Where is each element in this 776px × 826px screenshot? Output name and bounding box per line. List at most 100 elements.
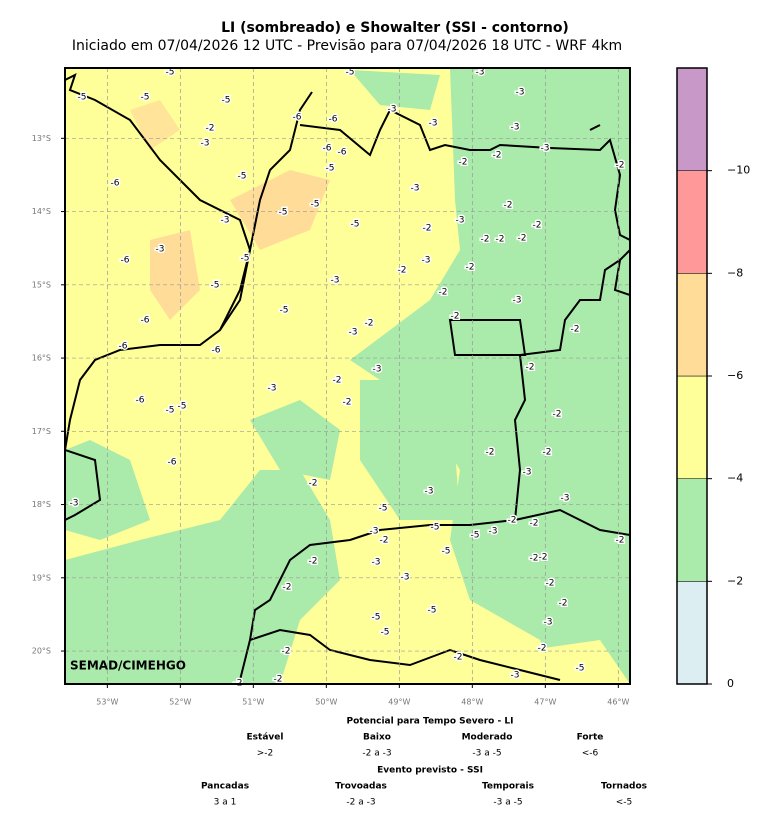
contour-label: -2 [439,288,448,298]
contour-label: -2 [274,675,283,685]
contour-label: -2 [309,557,318,567]
contour-label: -2 [533,221,542,231]
contour-label: -6 [121,256,130,266]
contour-label: -6 [119,342,128,352]
contour-label: -2 [309,479,318,489]
colorbar-segment [676,170,708,274]
contour-label: -3 [411,184,420,194]
contour-label: -2 [546,579,555,589]
contour-label: -3 [370,527,379,537]
contour-label: -6 [141,316,150,326]
map-frame [64,67,631,685]
contour-label: -2 [380,536,389,546]
contour-label: -5 [279,208,288,218]
contour-label: -2 [459,158,468,168]
contour-label: -6 [323,144,332,154]
contour-label: -3 [422,256,431,266]
contour-label: -2 [559,599,568,609]
contour-label: -5 [576,664,585,674]
colorbar-tick-label: 0 [727,677,734,690]
contour-label: -2 [530,519,539,529]
y-tick-label: 19°S [32,573,51,582]
contour-label: -5 [241,254,250,264]
contour-label: -3 [516,88,525,98]
li-range: -3 a -5 [472,749,501,759]
contour-label: -5 [431,523,440,533]
contour-label: -2 [526,363,535,373]
li-name: Estável [247,733,284,743]
contour-label: -3 [489,527,498,537]
subtitle: Iniciado em 07/04/2026 12 UTC - Previsão… [72,38,622,54]
contour-label: -2 [518,234,527,244]
contour-label: -6 [168,458,177,468]
contour-label: -5 [372,613,381,623]
y-tick-label: 17°S [32,427,51,436]
ssi-name: Tornados [601,782,647,792]
contour-label: -5 [280,306,289,316]
x-tick-label: 50°W [315,698,337,707]
li-name: Baixo [363,733,391,743]
contour-label: -3 [561,494,570,504]
contour-label: -2 [333,376,342,386]
li-name: Forte [577,733,604,743]
contour-label: -3 [511,123,520,133]
ssi-range: -3 a -5 [493,798,522,808]
x-tick-label: 48°W [461,698,483,707]
contour-label: -2 [466,263,475,273]
contour-label: -5 [471,531,480,541]
contour-label: -2 [486,448,495,458]
y-tick-label: 13°S [32,134,51,143]
contour-label: -5 [326,164,335,174]
colorbar-tick-label: −10 [727,164,750,177]
ssi-name: Pancadas [201,782,249,792]
contour-label: -2 [493,151,502,161]
colorbar-segment [676,581,708,685]
contour-label: -3 [429,119,438,129]
map-field [65,68,630,684]
contour-label: -2 [481,235,490,245]
contour-label: -2 [538,644,547,654]
contour-label: -5 [351,220,360,230]
grid [65,68,630,684]
contour-label: -3 [513,296,522,306]
contour-label: -5 [141,93,150,103]
y-tick-label: 16°S [32,354,51,363]
contour-label: -6 [329,115,338,125]
contour-label: -2 [451,312,460,322]
contour-label: -5 [178,402,187,412]
li-name: Moderado [462,733,513,743]
li-range: >-2 [257,749,274,759]
x-tick-label: 53°W [96,698,118,707]
colorbar-tick-label: −8 [727,266,743,279]
li-title: Potencial para Tempo Severo - LI [347,717,514,727]
contour-label: -2 [496,235,505,245]
contour-label: -2 [508,516,517,526]
x-tick-label: 49°W [388,698,410,707]
y-tick-label: 20°S [32,647,51,656]
contour-label: -5 [166,68,175,78]
ssi-title: Evento previsto - SSI [377,766,483,776]
contour-label: -3 [156,245,165,255]
contour-label: -6 [136,396,145,406]
contour-label: -3 [388,105,397,115]
colorbar-tick-label: −2 [727,574,743,587]
ssi-range: 3 a 1 [214,798,237,808]
contour-label: -3 [541,144,550,154]
colorbar-segment [676,67,708,171]
contour-label: -3 [221,216,230,226]
contour-label: -5 [238,172,247,182]
contour-label: -3 [349,328,358,338]
contour-label: -6 [111,179,120,189]
contour-label: -5 [442,547,451,557]
contour-label: -6 [212,346,221,356]
contour-label: -2 [398,266,407,276]
y-tick-label: 18°S [32,500,51,509]
y-tick-label: 15°S [32,280,51,289]
contour-label: -3 [523,468,532,478]
contour-label: -2 [530,554,539,564]
contour-label: -3 [425,487,434,497]
credit: SEMAD/CIMEHGO [70,659,186,673]
contour-label: -2 [504,201,513,211]
contour-label: -5 [381,628,390,638]
li-range: <-6 [582,749,599,759]
